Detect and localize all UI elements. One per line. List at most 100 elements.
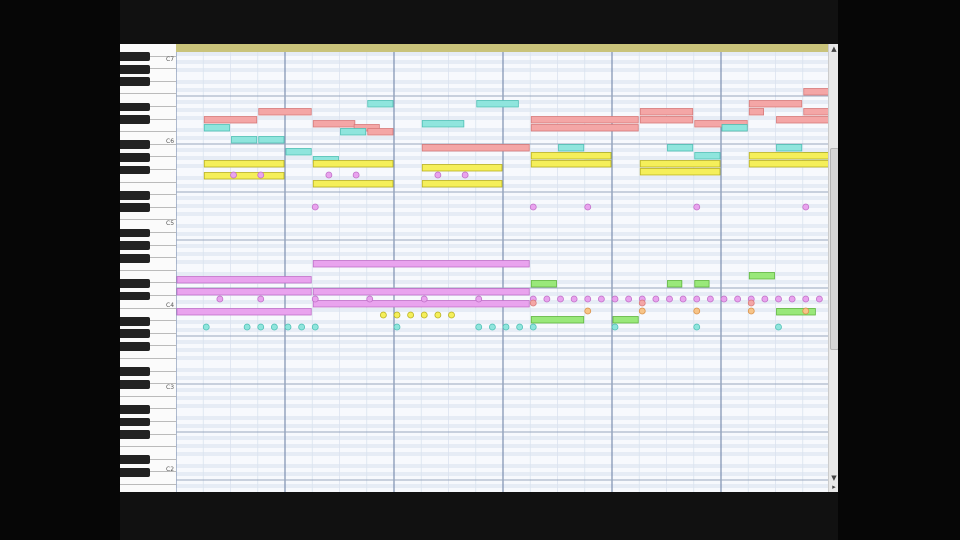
note-red[interactable] — [748, 108, 764, 116]
note-dot-cyan[interactable] — [298, 323, 306, 331]
note-grid[interactable] — [176, 52, 828, 492]
note-purple[interactable] — [176, 308, 312, 316]
note-dot-cyan[interactable] — [488, 323, 496, 331]
note-dot-orange[interactable] — [747, 307, 755, 315]
note-dot-yellow[interactable] — [393, 311, 401, 319]
note-dot-purple[interactable] — [802, 295, 810, 303]
note-purple[interactable] — [312, 288, 530, 296]
vertical-scrollbar[interactable]: ▲ ▼ ▸ — [828, 44, 838, 492]
note-dot-purple[interactable] — [652, 295, 660, 303]
note-dot-purple[interactable] — [529, 203, 537, 211]
note-dot-orange[interactable] — [638, 307, 646, 315]
note-dot-purple[interactable] — [734, 295, 742, 303]
note-purple[interactable] — [176, 276, 312, 284]
black-key[interactable] — [120, 367, 150, 376]
note-dot-purple[interactable] — [597, 295, 605, 303]
note-red[interactable] — [639, 108, 694, 116]
note-red[interactable] — [367, 128, 394, 136]
note-cyan[interactable] — [694, 152, 721, 160]
note-green[interactable] — [667, 280, 683, 288]
note-purple[interactable] — [312, 260, 530, 268]
scroll-up-arrow-icon[interactable]: ▲ — [831, 45, 837, 53]
note-dot-yellow[interactable] — [448, 311, 455, 319]
note-cyan[interactable] — [421, 120, 465, 128]
note-dot-purple[interactable] — [366, 295, 374, 303]
note-dot-purple[interactable] — [679, 295, 687, 303]
black-key[interactable] — [120, 152, 150, 162]
note-cyan[interactable] — [203, 124, 230, 132]
note-dot-cyan[interactable] — [502, 323, 510, 331]
note-cyan[interactable] — [231, 136, 258, 144]
note-dot-orange[interactable] — [693, 307, 701, 315]
piano-keyboard[interactable]: C7 C6 C5 C4 C3 C2 — [120, 44, 177, 492]
note-dot-purple[interactable] — [216, 295, 224, 303]
note-red[interactable] — [203, 116, 258, 124]
black-key[interactable] — [120, 404, 150, 414]
black-key[interactable] — [120, 417, 150, 427]
note-dot-purple[interactable] — [693, 295, 701, 303]
note-dot-cyan[interactable] — [202, 323, 210, 331]
note-cyan[interactable] — [558, 144, 585, 152]
note-dot-cyan[interactable] — [243, 323, 251, 331]
note-green[interactable] — [530, 280, 557, 288]
black-key[interactable] — [120, 77, 150, 87]
scroll-down-arrow-icon[interactable]: ▼ — [831, 474, 837, 482]
note-dot-purple[interactable] — [461, 171, 469, 179]
note-green[interactable] — [530, 316, 585, 324]
note-purple[interactable] — [312, 300, 530, 308]
note-dot-red[interactable] — [638, 299, 646, 307]
note-red[interactable] — [694, 120, 748, 128]
note-dot-cyan[interactable] — [270, 323, 278, 331]
note-yellow[interactable] — [312, 160, 394, 168]
note-dot-purple[interactable] — [352, 171, 360, 179]
black-key[interactable] — [120, 228, 150, 238]
note-red[interactable] — [776, 116, 829, 124]
note-dot-cyan[interactable] — [611, 323, 619, 331]
note-dot-red[interactable] — [747, 299, 755, 307]
black-key[interactable] — [120, 316, 150, 326]
note-dot-cyan[interactable] — [284, 323, 292, 331]
note-yellow[interactable] — [421, 164, 503, 172]
note-dot-yellow[interactable] — [434, 311, 442, 319]
note-dot-purple[interactable] — [706, 295, 714, 303]
note-cyan[interactable] — [476, 100, 519, 108]
note-red[interactable] — [530, 116, 639, 124]
note-dot-orange[interactable] — [802, 307, 810, 315]
note-dot-purple[interactable] — [325, 171, 333, 179]
black-key[interactable] — [120, 140, 150, 150]
note-cyan[interactable] — [367, 100, 394, 108]
note-dot-purple[interactable] — [257, 171, 265, 179]
note-yellow[interactable] — [748, 160, 828, 168]
note-dot-purple[interactable] — [543, 295, 551, 303]
note-yellow[interactable] — [748, 152, 828, 160]
note-cyan[interactable] — [285, 148, 312, 156]
note-red[interactable] — [803, 88, 828, 96]
black-key[interactable] — [120, 190, 150, 200]
note-dot-red[interactable] — [529, 299, 537, 307]
note-dot-purple[interactable] — [625, 295, 633, 303]
note-dot-purple[interactable] — [761, 295, 769, 303]
note-yellow[interactable] — [203, 160, 285, 168]
note-dot-purple[interactable] — [475, 295, 483, 303]
black-key[interactable] — [120, 253, 150, 263]
note-yellow[interactable] — [639, 168, 721, 176]
note-dot-cyan[interactable] — [475, 323, 483, 331]
note-dot-purple[interactable] — [230, 171, 237, 179]
note-green[interactable] — [612, 316, 639, 324]
black-key[interactable] — [120, 52, 150, 61]
note-red[interactable] — [312, 120, 356, 128]
note-dot-purple[interactable] — [570, 295, 578, 303]
note-yellow[interactable] — [203, 172, 285, 180]
note-dot-purple[interactable] — [584, 203, 592, 211]
note-dot-purple[interactable] — [815, 295, 823, 303]
note-green[interactable] — [776, 308, 816, 316]
scroll-thumb[interactable] — [830, 148, 838, 350]
scroll-end-arrow-icon[interactable]: ▸ — [832, 483, 836, 491]
black-key[interactable] — [120, 467, 150, 477]
note-red[interactable] — [353, 124, 380, 132]
note-dot-purple[interactable] — [693, 203, 701, 211]
note-dot-purple[interactable] — [557, 295, 564, 303]
note-red[interactable] — [258, 108, 312, 116]
note-dot-cyan[interactable] — [516, 323, 524, 331]
black-key[interactable] — [120, 329, 150, 339]
